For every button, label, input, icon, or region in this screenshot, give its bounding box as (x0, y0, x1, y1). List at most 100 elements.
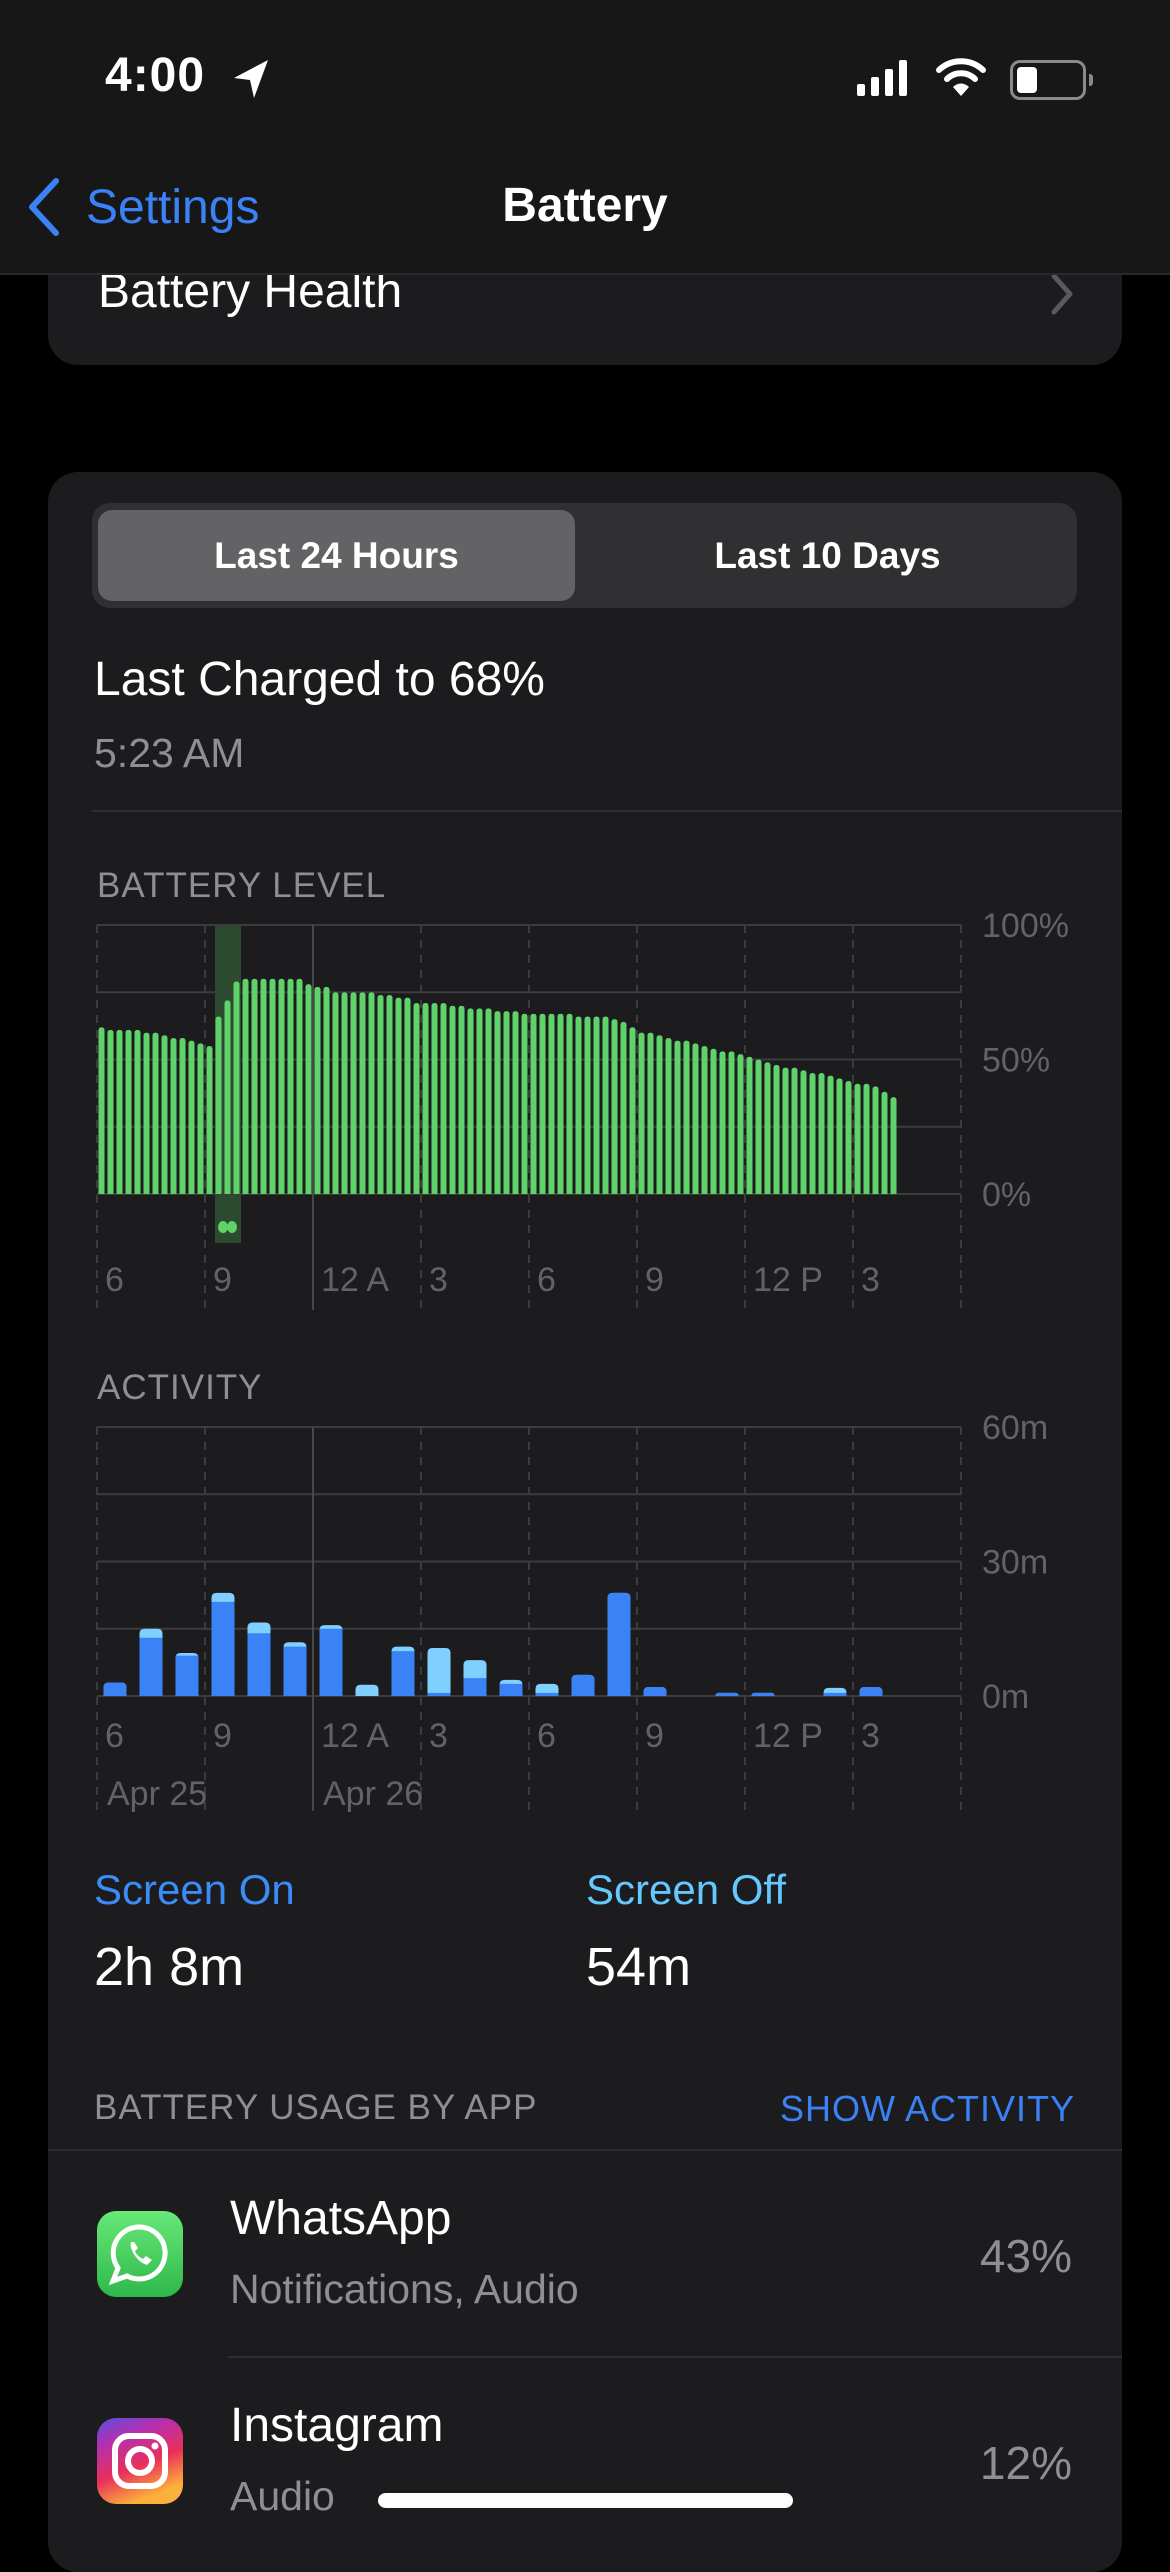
screen-on-bar (175, 1655, 199, 1696)
battery-bar (827, 1075, 834, 1194)
screen-on-bar (715, 1692, 739, 1696)
app-detail: Notifications, Audio (230, 2266, 579, 2312)
battery-bar (782, 1067, 789, 1194)
y-tick-label: 100% (982, 907, 1069, 945)
whatsapp-icon (97, 2211, 183, 2297)
y-tick-label: 50% (982, 1042, 1050, 1080)
screen-off-bar (427, 1648, 451, 1696)
charging-dot (218, 1221, 228, 1233)
battery-bar (629, 1027, 636, 1194)
battery-bar (755, 1059, 762, 1194)
x-tick-label: 9 (645, 1717, 664, 1755)
battery-bar (539, 1013, 546, 1194)
instagram-icon (97, 2418, 183, 2504)
show-activity-button[interactable]: SHOW ACTIVITY (779, 2088, 1075, 2129)
battery-bar (134, 1029, 141, 1194)
battery-bar (674, 1040, 681, 1194)
battery-bar (791, 1067, 798, 1194)
x-tick-label: 12 P (753, 1261, 823, 1299)
segment-last-10-days[interactable]: Last 10 Days (714, 535, 941, 576)
battery-bar (719, 1051, 726, 1194)
x-tick-label: 6 (105, 1261, 124, 1299)
battery-bar (368, 992, 375, 1194)
battery-bar (440, 1003, 447, 1194)
battery-bar (737, 1054, 744, 1194)
y-tick-label: 0m (982, 1678, 1029, 1716)
battery-level-chart: 6 9 12 A 3 6 9 12 P 3 100% 50% 0% (96, 907, 1069, 1310)
battery-bar (881, 1091, 888, 1194)
x-tick-label: 6 (537, 1717, 556, 1755)
battery-bar (530, 1013, 537, 1194)
battery-bar (197, 1043, 204, 1194)
battery-bar (458, 1005, 465, 1194)
time-range-segmented-control: Last 24 Hours Last 10 Days (92, 503, 1077, 608)
screen-on-bar (427, 1692, 451, 1696)
battery-bar (521, 1013, 528, 1194)
x-tick-label: 12 A (321, 1261, 389, 1299)
screen-on-value: 2h 8m (94, 1937, 245, 1997)
y-tick-label: 60m (982, 1409, 1048, 1447)
battery-bar (548, 1013, 555, 1194)
date-label: Apr 25 (107, 1775, 207, 1813)
battery-bar (269, 978, 276, 1194)
segment-last-24-hours[interactable]: Last 24 Hours (214, 535, 459, 576)
x-tick-label: 6 (105, 1717, 124, 1755)
battery-bar (98, 1027, 105, 1194)
screen-on-bar (139, 1637, 163, 1696)
battery-bar (638, 1032, 645, 1194)
chevron-left-icon (29, 178, 59, 236)
screen-on-bar (535, 1692, 559, 1696)
battery-bar (278, 978, 285, 1194)
app-row-instagram[interactable]: Instagram Audio 12% (48, 2358, 1122, 2564)
battery-usage-card (48, 472, 1122, 2572)
battery-bar (422, 1003, 429, 1194)
battery-bar (152, 1032, 159, 1194)
battery-bar (683, 1040, 690, 1194)
battery-level-heading: BATTERY LEVEL (97, 866, 387, 905)
x-tick-label: 12 A (321, 1717, 389, 1755)
battery-bar (296, 978, 303, 1194)
screen-on-bar (643, 1687, 667, 1696)
activity-chart: 6 9 12 A 3 6 9 12 P 3 60m 30m 0m Apr 25 Apr 26 (96, 1409, 1048, 1813)
battery-bar (566, 1013, 573, 1194)
battery-bar (836, 1078, 843, 1194)
screen-on-bar (823, 1692, 847, 1696)
battery-bar (557, 1013, 564, 1194)
home-indicator[interactable] (378, 2493, 793, 2508)
segment-selected-indicator (98, 510, 575, 601)
screen-on-bar (571, 1674, 595, 1696)
battery-bar (305, 984, 312, 1194)
battery-bar (467, 1008, 474, 1194)
divider (48, 2149, 1122, 2151)
battery-bar (287, 978, 294, 1194)
battery-bar (323, 986, 330, 1194)
app-row-whatsapp[interactable]: WhatsApp Notifications, Audio 43% (48, 2151, 1122, 2357)
chevron-right-icon (1051, 273, 1073, 315)
activity-heading: ACTIVITY (97, 1368, 263, 1407)
battery-bar (602, 1016, 609, 1194)
battery-bar (206, 1046, 213, 1194)
navigation-bar: 4:00 Settings Battery (0, 0, 1170, 275)
battery-bar (179, 1037, 186, 1194)
screen-off-value: 54m (586, 1937, 692, 1997)
battery-bar (413, 1003, 420, 1194)
battery-bar (476, 1008, 483, 1194)
date-label: Apr 26 (323, 1775, 423, 1813)
screen-on-bar (247, 1633, 271, 1696)
wifi-icon (936, 58, 986, 96)
divider (92, 810, 1122, 812)
back-button[interactable]: Settings (22, 175, 259, 239)
battery-bar (359, 992, 366, 1194)
charging-dot (227, 1221, 237, 1233)
battery-bar (260, 978, 267, 1194)
x-tick-label: 3 (429, 1717, 448, 1755)
battery-bar (125, 1029, 132, 1194)
app-percent: 43% (979, 2230, 1072, 2282)
battery-bar (314, 986, 321, 1194)
battery-bar (575, 1016, 582, 1194)
x-tick-label: 3 (429, 1261, 448, 1299)
battery-bar (512, 1011, 519, 1194)
battery-bar (746, 1056, 753, 1194)
battery-bar (647, 1032, 654, 1194)
x-tick-label: 9 (213, 1261, 232, 1299)
